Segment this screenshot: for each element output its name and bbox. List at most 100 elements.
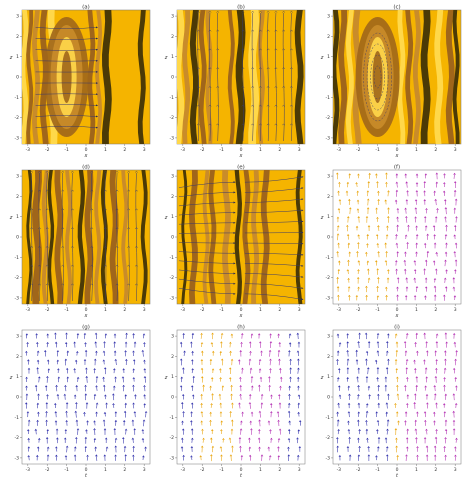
vector-arrowhead [404, 411, 408, 414]
vector-arrowhead [122, 384, 125, 387]
vector-arrowhead [349, 207, 352, 210]
y-tick-label: 1 [171, 214, 174, 220]
vector-arrowhead [143, 384, 146, 388]
vector-arrowhead [144, 446, 147, 449]
y-tick-label: -1 [15, 95, 20, 101]
vector-arrowhead [367, 225, 371, 228]
vector-arrowhead [181, 402, 184, 405]
panel-label: (b) [237, 5, 245, 11]
streamline-arrow [289, 48, 293, 51]
vector-arrowhead [336, 276, 339, 279]
y-tick-label: -3 [15, 295, 20, 301]
vector-arrowhead [336, 251, 339, 254]
vector-arrowhead [436, 208, 439, 211]
vector-arrowhead [365, 216, 369, 219]
vector-arrowhead [365, 428, 369, 431]
vector-arrow [385, 260, 387, 266]
vector-arrowhead [356, 208, 360, 211]
streamline-arrow [216, 29, 220, 32]
vector-arrow [240, 377, 242, 382]
panel-label: (g) [82, 325, 90, 331]
streamline-arrow [70, 227, 74, 230]
vector-arrowhead [406, 242, 409, 245]
vector-arrowhead [433, 278, 437, 281]
streamline [259, 12, 262, 142]
vector-arrowhead [355, 225, 359, 228]
vector-arrow [202, 438, 204, 443]
vector-arrow [96, 385, 98, 391]
vector-arrowhead [415, 242, 418, 245]
vector-arrowhead [251, 385, 254, 388]
vector-arrowhead [384, 260, 388, 263]
x-tick-label: -3 [337, 307, 342, 313]
vector-arrowhead [114, 445, 117, 448]
vector-arrowhead [269, 333, 272, 336]
vector-arrowhead [357, 234, 360, 237]
x-tick-label: -1 [64, 147, 69, 153]
y-tick-label: 0 [171, 395, 174, 401]
vector-arrowhead [375, 455, 378, 458]
vector-arrow [132, 368, 134, 373]
contour-band [137, 10, 146, 144]
vector-arrowhead [445, 224, 448, 227]
vector-arrowhead [270, 411, 273, 414]
vector-arrowhead [287, 446, 290, 449]
vector-arrowhead [337, 377, 340, 380]
vector-arrow [96, 454, 98, 461]
contour-band [295, 170, 303, 304]
vector-arrowhead [211, 445, 215, 448]
vector-arrowhead [56, 359, 60, 362]
contour-band [95, 10, 103, 144]
vector-arrowhead [444, 199, 447, 202]
vector-arrowhead [346, 358, 350, 361]
vector-arrowhead [413, 359, 416, 362]
vector-arrowhead [75, 437, 78, 440]
vector-arrow [347, 269, 349, 274]
vector-arrowhead [279, 385, 282, 388]
vector-arrowhead [277, 333, 280, 336]
vector-arrowhead [386, 446, 389, 449]
vector-arrowhead [143, 359, 146, 362]
vector-arrow [358, 234, 360, 240]
contour-band [405, 10, 414, 144]
vector-arrowhead [95, 385, 98, 388]
vector-arrowhead [287, 429, 291, 432]
y-tick-label: -1 [326, 255, 331, 261]
streamline [209, 12, 211, 142]
vector-arrowhead [249, 341, 252, 344]
streamline [242, 12, 244, 142]
vector-arrowhead [93, 393, 97, 396]
panel-c: (c) -3 -2 -1 0 1 2 3 -3 -2 -1 0 1 2 3 x z [320, 5, 462, 159]
vector-arrow [38, 376, 40, 383]
vector-arrowhead [250, 376, 254, 379]
vector-arrowhead [95, 411, 98, 414]
vector-arrowhead [395, 437, 398, 440]
vector-arrowhead [384, 376, 388, 379]
vector-arrowhead [84, 342, 87, 345]
vector-arrowhead [269, 368, 272, 371]
vector-arrowhead [377, 393, 380, 396]
vector-arrowhead [277, 349, 281, 352]
streamlines [178, 176, 304, 301]
vector-arrowhead [415, 286, 419, 289]
vector-arrowhead [396, 286, 399, 289]
y-tick-label: -2 [15, 275, 20, 281]
vector-arrowhead [240, 341, 243, 344]
x-tick-label: -2 [45, 147, 50, 153]
vector-arrowhead [27, 429, 30, 432]
vector-arrow [259, 411, 261, 418]
vector-arrowhead [124, 402, 128, 405]
vector-arrowhead [415, 384, 419, 387]
vector-arrowhead [269, 455, 272, 458]
streamline-arrow [216, 67, 220, 70]
vector-arrowhead [394, 199, 398, 202]
y-axis-label: z [320, 215, 324, 221]
vector-arrowhead [365, 285, 368, 288]
vector-arrowhead [37, 393, 40, 396]
vector-arrowhead [191, 359, 194, 362]
vector-arrowhead [250, 333, 254, 336]
vector-arrowhead [25, 333, 29, 336]
streamline-arrow [134, 246, 138, 248]
vector-arrowhead [297, 454, 300, 457]
vector-arrowhead [132, 384, 135, 387]
